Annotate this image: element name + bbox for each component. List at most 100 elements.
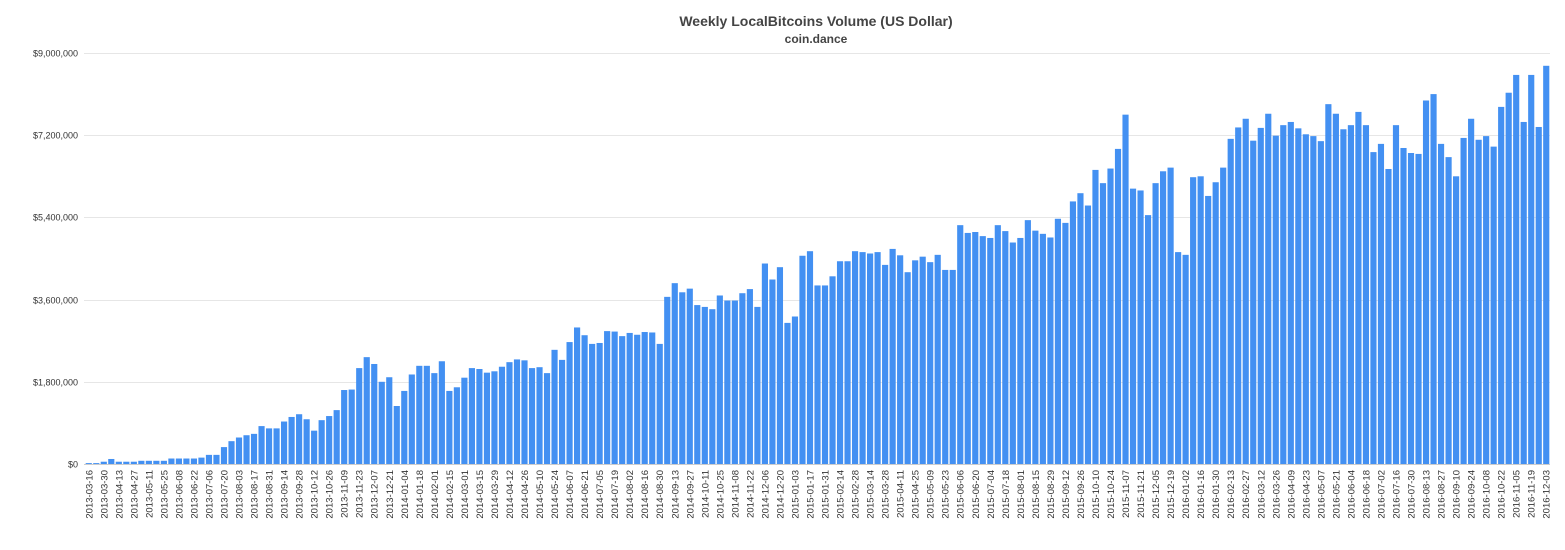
bar[interactable] <box>1167 167 1174 464</box>
bar[interactable] <box>258 426 265 464</box>
bar[interactable] <box>671 283 678 464</box>
bar[interactable] <box>483 372 491 464</box>
bar[interactable] <box>1325 104 1332 465</box>
bar[interactable] <box>1002 231 1009 464</box>
bar[interactable] <box>326 416 333 464</box>
bar[interactable] <box>1362 125 1370 465</box>
bar[interactable] <box>679 292 686 464</box>
bar[interactable] <box>949 269 956 464</box>
bar[interactable] <box>619 336 626 464</box>
bar[interactable] <box>641 332 648 464</box>
bar[interactable] <box>438 361 445 464</box>
bar[interactable] <box>296 414 303 464</box>
bar[interactable] <box>468 368 475 464</box>
bar[interactable] <box>784 322 791 464</box>
bar[interactable] <box>393 406 400 464</box>
bar[interactable] <box>476 369 483 464</box>
bar[interactable] <box>1144 215 1152 464</box>
bar[interactable] <box>1483 136 1490 465</box>
bar[interactable] <box>1528 74 1535 465</box>
bar[interactable] <box>904 272 911 464</box>
bar[interactable] <box>1535 126 1542 464</box>
bar[interactable] <box>93 463 100 464</box>
bar[interactable] <box>1099 183 1107 464</box>
bar[interactable] <box>1190 177 1197 464</box>
bar[interactable] <box>724 300 731 464</box>
bar[interactable] <box>1505 92 1512 464</box>
bar[interactable] <box>912 260 919 464</box>
bar[interactable] <box>1242 118 1249 464</box>
bar[interactable] <box>1520 121 1527 465</box>
bar[interactable] <box>506 362 513 464</box>
bar[interactable] <box>731 300 738 464</box>
bar[interactable] <box>551 349 558 464</box>
bar[interactable] <box>1498 106 1505 464</box>
bar[interactable] <box>987 237 994 464</box>
bar[interactable] <box>1302 134 1309 465</box>
bar[interactable] <box>371 363 378 464</box>
bar[interactable] <box>769 279 776 464</box>
bar[interactable] <box>416 365 423 464</box>
bar[interactable] <box>814 285 821 464</box>
bar[interactable] <box>1377 143 1385 464</box>
bar[interactable] <box>821 285 829 464</box>
bar[interactable] <box>1017 237 1024 464</box>
bar[interactable] <box>1415 153 1422 465</box>
bar[interactable] <box>528 368 536 464</box>
bar[interactable] <box>1287 121 1294 465</box>
bar[interactable] <box>378 381 385 464</box>
bar[interactable] <box>942 269 949 464</box>
bar[interactable] <box>634 334 641 464</box>
bar[interactable] <box>851 251 859 464</box>
bar[interactable] <box>927 262 934 464</box>
bar[interactable] <box>408 374 415 464</box>
bar[interactable] <box>1490 146 1497 464</box>
bar[interactable] <box>491 371 498 464</box>
bar[interactable] <box>829 276 836 464</box>
bar[interactable] <box>423 365 430 464</box>
bar[interactable] <box>1407 153 1415 464</box>
bar[interactable] <box>791 316 799 465</box>
bar[interactable] <box>1340 129 1347 464</box>
bar[interactable] <box>1212 182 1219 465</box>
bar[interactable] <box>806 251 814 464</box>
bar[interactable] <box>220 447 228 464</box>
bar[interactable] <box>130 461 137 464</box>
bar[interactable] <box>754 306 761 464</box>
bar[interactable] <box>1129 188 1137 464</box>
bar[interactable] <box>1310 136 1317 465</box>
bar[interactable] <box>333 410 340 464</box>
bar[interactable] <box>1280 125 1287 465</box>
bar[interactable] <box>1468 118 1475 464</box>
bar[interactable] <box>1084 205 1092 464</box>
bar[interactable] <box>235 437 243 464</box>
bar[interactable] <box>341 390 348 464</box>
bar[interactable] <box>919 256 926 464</box>
bar[interactable] <box>115 461 122 464</box>
bar[interactable] <box>153 460 160 464</box>
bar[interactable] <box>739 293 746 464</box>
bar[interactable] <box>934 254 941 464</box>
bar[interactable] <box>281 421 288 464</box>
bar[interactable] <box>1062 222 1069 464</box>
bar[interactable] <box>1137 190 1144 464</box>
bar[interactable] <box>363 357 370 464</box>
bar[interactable] <box>957 225 964 464</box>
bar[interactable] <box>1400 147 1407 465</box>
bar[interactable] <box>1009 242 1016 464</box>
bar[interactable] <box>108 458 115 464</box>
bar[interactable] <box>1422 100 1430 465</box>
bar[interactable] <box>649 332 656 464</box>
bar[interactable] <box>1370 152 1377 464</box>
bar[interactable] <box>446 390 453 464</box>
bar[interactable] <box>1437 143 1445 464</box>
bar[interactable] <box>874 252 881 464</box>
bar[interactable] <box>190 458 198 464</box>
bar[interactable] <box>1039 233 1046 464</box>
bar[interactable] <box>574 327 581 464</box>
bar[interactable] <box>799 255 806 464</box>
bar[interactable] <box>1430 94 1437 464</box>
bar[interactable] <box>228 441 235 464</box>
bar[interactable] <box>138 460 145 464</box>
bar[interactable] <box>604 331 611 464</box>
